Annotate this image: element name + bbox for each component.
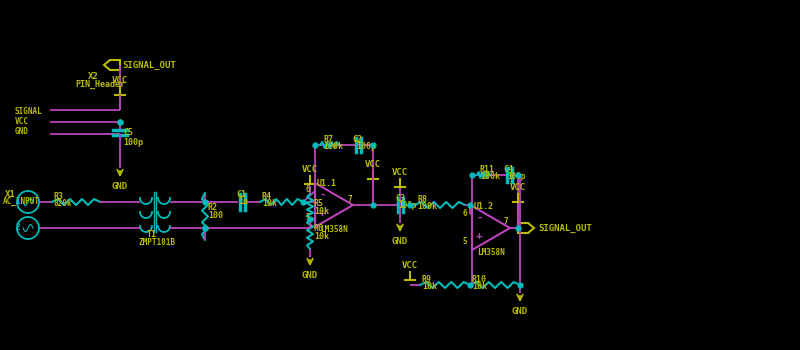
Text: VCC: VCC — [510, 183, 526, 192]
Text: GND: GND — [112, 182, 128, 191]
Text: 1: 1 — [15, 196, 20, 205]
Text: 100p: 100p — [123, 138, 143, 147]
Text: U1.2: U1.2 — [474, 202, 494, 211]
Text: 7: 7 — [504, 217, 509, 226]
Text: -: - — [476, 213, 482, 223]
Text: 5: 5 — [306, 214, 310, 223]
Text: GND: GND — [512, 307, 528, 316]
Text: C4: C4 — [503, 165, 513, 174]
Text: C5: C5 — [123, 128, 133, 137]
Text: T1: T1 — [147, 230, 157, 239]
Text: VCC: VCC — [112, 76, 128, 85]
Text: 100p: 100p — [507, 172, 526, 181]
Text: R9: R9 — [422, 275, 432, 284]
Text: 6: 6 — [462, 209, 467, 217]
Text: SIGNAL_OUT: SIGNAL_OUT — [122, 61, 176, 70]
Text: +: + — [476, 231, 482, 241]
Text: +: + — [319, 208, 326, 218]
Text: GND: GND — [15, 127, 29, 136]
Text: 10k: 10k — [262, 199, 277, 208]
Text: 10k: 10k — [422, 282, 437, 291]
Text: U1.1: U1.1 — [317, 179, 337, 188]
Text: LM358N: LM358N — [477, 248, 505, 257]
Text: 6: 6 — [306, 186, 310, 195]
Text: SIGNAL: SIGNAL — [15, 107, 42, 116]
Text: 10k: 10k — [472, 282, 487, 291]
Text: X1: X1 — [5, 190, 16, 199]
Text: 5: 5 — [462, 237, 467, 245]
Text: 100: 100 — [208, 211, 223, 220]
Text: C3: C3 — [395, 194, 405, 203]
Text: PIN_Header: PIN_Header — [75, 80, 125, 89]
Text: 7: 7 — [347, 195, 352, 203]
Text: C2: C2 — [352, 135, 362, 144]
Text: R6: R6 — [314, 224, 324, 233]
Text: SIGNAL_OUT: SIGNAL_OUT — [538, 223, 592, 232]
Text: X2: X2 — [88, 72, 98, 81]
Text: 1u: 1u — [238, 197, 248, 206]
Text: R10: R10 — [472, 275, 487, 284]
Text: GND: GND — [392, 237, 408, 246]
Text: R8: R8 — [417, 195, 427, 204]
Text: R3: R3 — [54, 192, 64, 201]
Text: C1: C1 — [236, 190, 246, 199]
Text: ZMPT101B: ZMPT101B — [139, 238, 176, 247]
Text: VCC: VCC — [302, 165, 318, 174]
Text: 100p: 100p — [398, 201, 417, 210]
Text: 820k: 820k — [54, 199, 73, 208]
Text: R5: R5 — [314, 199, 324, 208]
Text: R4: R4 — [262, 192, 272, 201]
Text: -: - — [319, 190, 326, 200]
Text: 2: 2 — [15, 223, 20, 231]
Text: VCC: VCC — [402, 261, 418, 270]
Text: 100p: 100p — [356, 142, 376, 151]
Text: VCC: VCC — [392, 168, 408, 177]
Text: 100k: 100k — [323, 142, 343, 151]
Text: R2: R2 — [208, 203, 218, 212]
Text: AC_INPUT: AC_INPUT — [3, 197, 40, 206]
Text: 10k: 10k — [314, 207, 329, 216]
Text: VCC: VCC — [15, 117, 29, 126]
Text: LM358N: LM358N — [320, 225, 348, 234]
Text: GND: GND — [302, 271, 318, 280]
Text: 100k: 100k — [417, 202, 437, 211]
Text: R11: R11 — [480, 165, 495, 174]
Text: 10k: 10k — [314, 232, 329, 241]
Text: 100k: 100k — [480, 172, 500, 181]
Text: VCC: VCC — [365, 160, 381, 169]
Text: R7: R7 — [323, 135, 333, 144]
